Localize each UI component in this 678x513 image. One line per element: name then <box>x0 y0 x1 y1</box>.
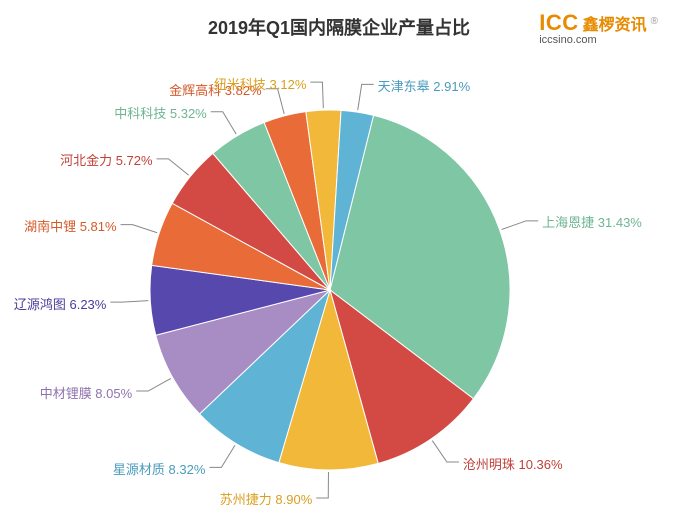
slice-label: 中材锂膜 8.05% <box>40 383 132 402</box>
slice-label: 苏州捷力 8.90% <box>220 489 312 508</box>
leader-line <box>110 301 148 303</box>
slice-label: 辽源鸿图 6.23% <box>14 294 106 313</box>
leader-line <box>358 84 374 110</box>
slice-label: 上海恩捷 31.43% <box>542 212 642 231</box>
pie-chart <box>0 0 678 513</box>
slice-label: 纽米科技 3.12% <box>214 74 306 93</box>
leader-line <box>310 82 323 108</box>
chart-root: 2019年Q1国内隔膜企业产量占比 ICC 鑫椤资讯 ® iccsino.com… <box>0 0 678 513</box>
leader-line <box>211 112 236 134</box>
slice-label: 星源材质 8.32% <box>113 459 205 478</box>
leader-line <box>136 378 171 391</box>
slice-label: 天津东皋 2.91% <box>378 76 470 95</box>
leader-line <box>316 472 328 498</box>
slice-label: 中科科技 5.32% <box>114 103 206 122</box>
slice-label: 河北金力 5.72% <box>60 150 152 169</box>
slice-label: 湖南中锂 5.81% <box>24 216 116 235</box>
leader-line <box>121 225 158 233</box>
leader-line <box>157 159 189 175</box>
leader-line <box>432 441 459 463</box>
leader-line <box>209 445 235 467</box>
slice-label: 沧州明珠 10.36% <box>463 454 563 473</box>
leader-line <box>502 221 539 230</box>
